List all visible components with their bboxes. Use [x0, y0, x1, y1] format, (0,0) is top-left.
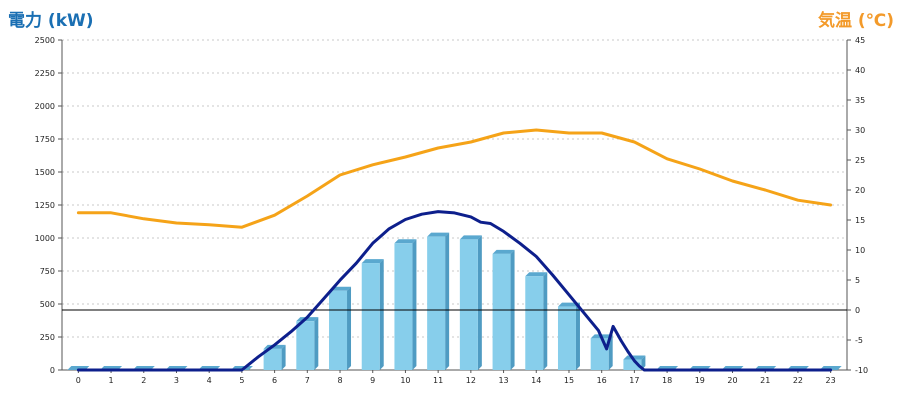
temperature-line: [76, 128, 833, 229]
bar-side: [379, 259, 384, 370]
bar-top: [525, 272, 548, 277]
x-tick-label: 1: [109, 376, 114, 385]
bar-top: [623, 355, 646, 360]
x-tick-label: 23: [826, 376, 836, 385]
y-left-tick-label: 250: [40, 333, 55, 342]
bar-top: [459, 235, 482, 240]
y-left-tick-label: 1250: [35, 201, 55, 210]
y-right-tick-label: 0: [855, 306, 860, 315]
bar-top: [492, 249, 515, 254]
bar: [525, 276, 544, 370]
bar: [590, 338, 609, 370]
bar: [394, 243, 413, 370]
power-line: [76, 210, 833, 372]
x-tick-label: 16: [597, 376, 607, 385]
y-right-tick-label: 40: [855, 66, 865, 75]
x-tick-label: 7: [305, 376, 310, 385]
bar: [623, 359, 642, 370]
bar: [263, 348, 282, 370]
x-tick-label: 19: [695, 376, 705, 385]
bar: [296, 321, 315, 370]
bar: [459, 239, 478, 370]
bar-side: [347, 286, 352, 370]
x-tick-label: 3: [174, 376, 179, 385]
y-left-tick-label: 1000: [35, 234, 55, 243]
bar-side: [477, 235, 482, 370]
x-tick-label: 5: [239, 376, 244, 385]
x-tick-label: 20: [727, 376, 737, 385]
x-tick-label: 11: [433, 376, 443, 385]
y-left-tick-label: 0: [50, 366, 55, 375]
x-tick-label: 2: [141, 376, 146, 385]
y-right-tick-label: -5: [855, 336, 863, 345]
y-right-tick-label: 45: [855, 36, 865, 45]
bar: [492, 253, 511, 370]
bar: [427, 236, 446, 370]
y-left-tick-label: 500: [40, 300, 55, 309]
y-left-tick-label: 1500: [35, 168, 55, 177]
x-tick-label: 8: [337, 376, 342, 385]
x-tick-label: 12: [466, 376, 476, 385]
y-left-tick-label: 2000: [35, 102, 55, 111]
bar-side: [641, 355, 646, 370]
x-tick-label: 6: [272, 376, 277, 385]
bar-side: [445, 232, 450, 370]
x-tick-label: 21: [760, 376, 770, 385]
y-right-tick-label: 30: [855, 126, 865, 135]
bar-side: [575, 302, 580, 370]
y-right-tick-label: 25: [855, 156, 865, 165]
y-left-tick-label: 750: [40, 267, 55, 276]
y-right-tick-label: 20: [855, 186, 865, 195]
x-tick-label: 15: [564, 376, 574, 385]
x-tick-label: 17: [629, 376, 639, 385]
y-right-tick-label: 15: [855, 216, 865, 225]
y-left-tick-label: 2500: [35, 36, 55, 45]
x-tick-label: 10: [400, 376, 410, 385]
bar: [329, 290, 348, 370]
x-tick-label: 22: [793, 376, 803, 385]
bar-side: [412, 239, 417, 370]
x-tick-label: 13: [498, 376, 508, 385]
x-tick-label: 9: [370, 376, 375, 385]
bar: [361, 263, 380, 370]
y-right-tick-label: 10: [855, 246, 865, 255]
bar-top: [394, 239, 417, 244]
bar-top: [361, 259, 384, 264]
bar-side: [543, 272, 548, 370]
y-axis-left-title: 電力 (kW): [8, 11, 94, 31]
x-tick-label: 0: [76, 376, 81, 385]
bar: [557, 306, 576, 370]
bar-side: [281, 344, 286, 370]
bar-side: [314, 317, 319, 370]
y-right-tick-label: -10: [855, 366, 868, 375]
bar-top: [427, 232, 450, 237]
x-tick-label: 4: [207, 376, 212, 385]
y-left-tick-label: 2250: [35, 69, 55, 78]
y-right-tick-label: 5: [855, 276, 860, 285]
y-axis-right-title: 気温 (℃): [817, 11, 894, 31]
x-tick-label: 18: [662, 376, 672, 385]
y-left-tick-label: 1750: [35, 135, 55, 144]
y-right-tick-label: 35: [855, 96, 865, 105]
x-tick-label: 14: [531, 376, 541, 385]
